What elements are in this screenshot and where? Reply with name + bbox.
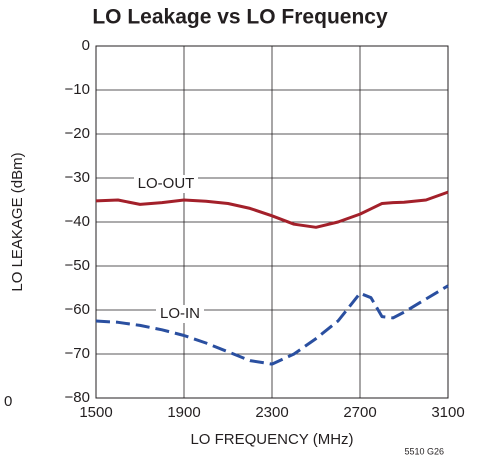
x-tick-label: 1500 — [79, 404, 112, 421]
edge-label: 0 — [4, 393, 12, 410]
x-tick-label: 3100 — [431, 404, 464, 421]
y-tick-label: −80 — [65, 389, 90, 406]
chart-title: LO Leakage vs LO Frequency — [92, 6, 388, 29]
y-tick-label: −10 — [65, 81, 90, 98]
x-axis-label: LO FREQUENCY (MHz) — [190, 431, 353, 448]
x-tick-label: 1900 — [167, 404, 200, 421]
series-label: LO-OUT — [138, 175, 195, 192]
plot-frame — [95, 45, 449, 399]
figure-code: 5510 G26 — [404, 446, 444, 456]
x-tick-label: 2700 — [343, 404, 376, 421]
label-background — [134, 175, 198, 193]
y-tick-label: −30 — [65, 169, 90, 186]
label-background — [156, 305, 204, 323]
y-axis-label: LO LEAKAGE (dBm) — [9, 152, 26, 291]
series-label: LO-IN — [160, 305, 200, 322]
y-tick-label: −70 — [65, 345, 90, 362]
series-line — [95, 284, 449, 366]
y-tick-label: −60 — [65, 301, 90, 318]
y-tick-label: −40 — [65, 213, 90, 230]
x-tick-label: 2300 — [255, 404, 288, 421]
y-tick-label: 0 — [82, 37, 90, 54]
y-tick-label: −50 — [65, 257, 90, 274]
series-line — [95, 190, 449, 229]
y-tick-label: −20 — [65, 125, 90, 142]
